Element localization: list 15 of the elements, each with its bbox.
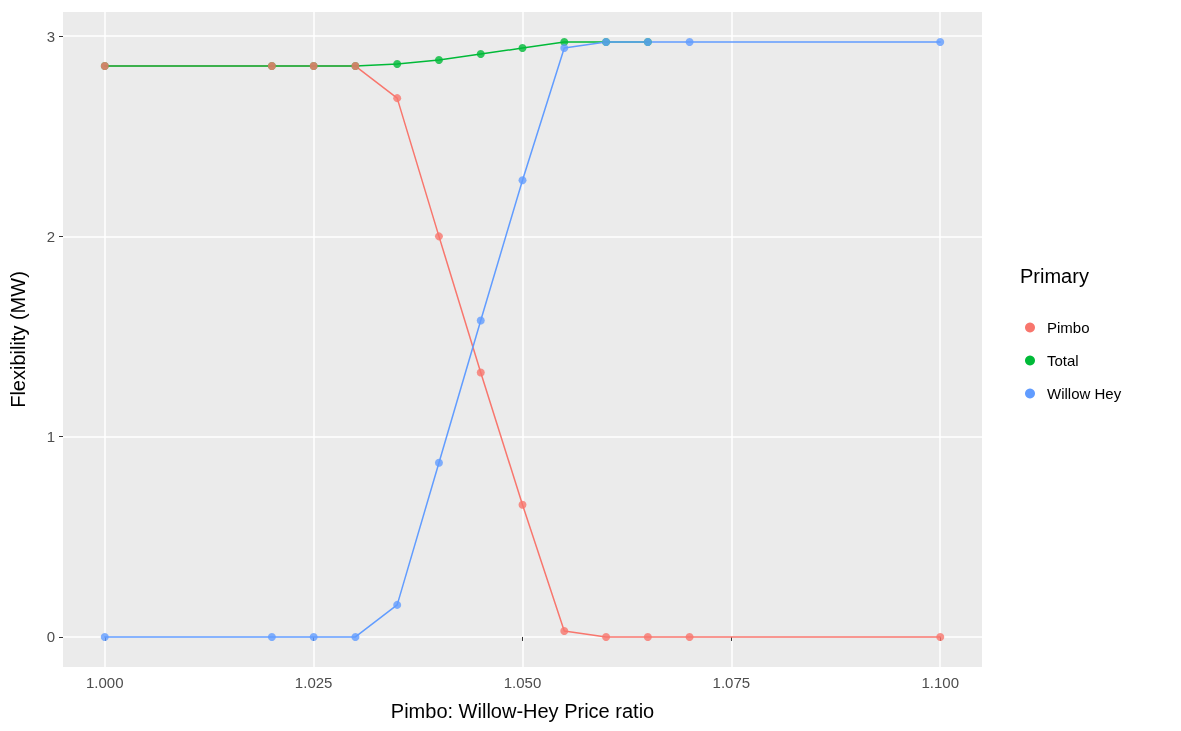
y-tick-label: 0 xyxy=(46,628,55,646)
y-tick-label: 3 xyxy=(46,27,55,45)
y-tick-label: 1 xyxy=(46,428,55,446)
x-axis-title: Pimbo: Willow-Hey Price ratio xyxy=(390,700,655,722)
legend-label: Pimbo xyxy=(1047,319,1090,336)
y-tick-label: 2 xyxy=(46,227,55,245)
x-tick-label: 1.100 xyxy=(921,674,959,691)
x-tick-label: 1.025 xyxy=(294,674,333,691)
legend-label: Willow Hey xyxy=(1047,385,1122,402)
legend-label: Total xyxy=(1047,352,1079,369)
x-tick-label: 1.000 xyxy=(86,674,124,691)
x-tick-label: 1.075 xyxy=(712,674,751,691)
legend-title: Primary xyxy=(1020,265,1089,287)
y-axis-title: Flexibility (MW) xyxy=(7,271,29,408)
x-tick-label: 1.050 xyxy=(503,674,542,691)
